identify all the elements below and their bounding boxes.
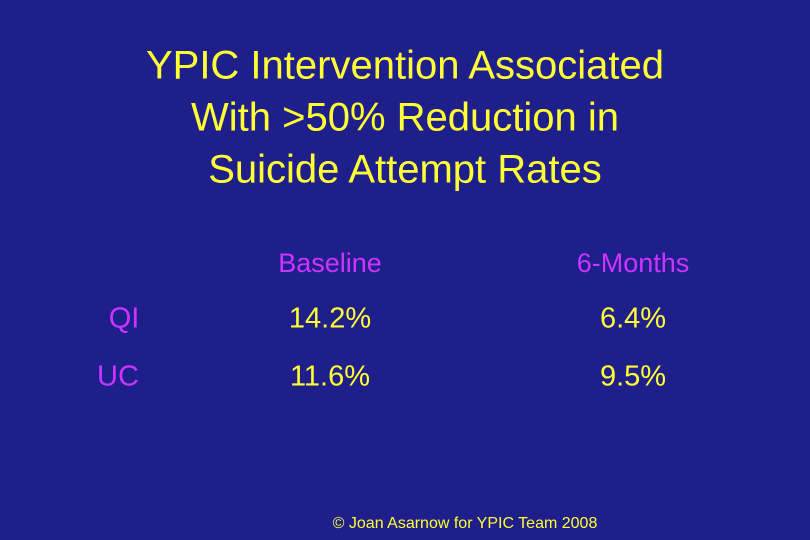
column-header: Baseline [278, 248, 382, 278]
cell: 11.6% [290, 361, 370, 393]
table-header: Baseline 6-Months [278, 248, 689, 278]
cell: 14.2% [289, 303, 371, 335]
title-line: With >50% Reduction in [191, 96, 619, 140]
cell: 6.4% [600, 303, 666, 335]
title-line: Suicide Attempt Rates [208, 148, 602, 192]
title: YPIC Intervention Associated With >50% R… [146, 44, 664, 192]
title-line: YPIC Intervention Associated [146, 44, 664, 88]
column-header: 6-Months [577, 248, 690, 278]
row-label: UC [97, 361, 139, 393]
footer: © Joan Asarnow for YPIC Team 2008 [333, 515, 598, 532]
cell: 9.5% [600, 361, 666, 393]
table-body: QI 14.2% 6.4% UC 11.6% 9.5% [97, 303, 666, 393]
row-label: QI [109, 303, 140, 335]
